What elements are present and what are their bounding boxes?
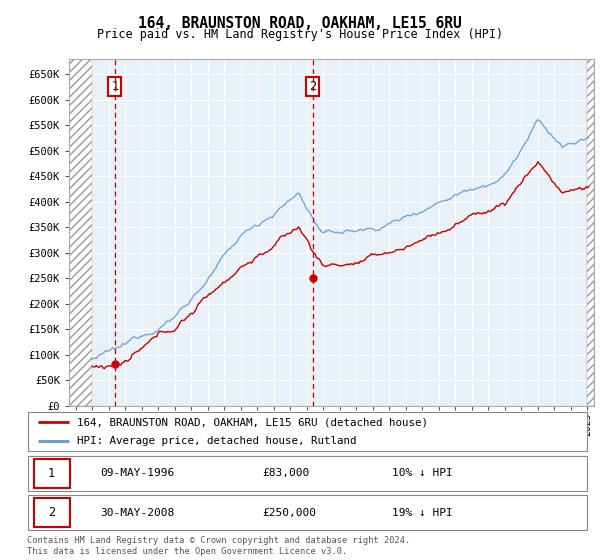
Text: 2: 2 xyxy=(48,506,55,519)
Text: 164, BRAUNSTON ROAD, OAKHAM, LE15 6RU: 164, BRAUNSTON ROAD, OAKHAM, LE15 6RU xyxy=(138,16,462,31)
Text: Contains HM Land Registry data © Crown copyright and database right 2024.
This d: Contains HM Land Registry data © Crown c… xyxy=(27,536,410,556)
FancyBboxPatch shape xyxy=(34,459,70,488)
Text: 1: 1 xyxy=(111,81,118,94)
Text: Price paid vs. HM Land Registry's House Price Index (HPI): Price paid vs. HM Land Registry's House … xyxy=(97,28,503,41)
FancyBboxPatch shape xyxy=(28,412,587,451)
Text: 30-MAY-2008: 30-MAY-2008 xyxy=(100,508,174,517)
FancyBboxPatch shape xyxy=(28,495,587,530)
Text: 1: 1 xyxy=(48,467,55,480)
Text: 19% ↓ HPI: 19% ↓ HPI xyxy=(392,508,452,517)
Text: 2: 2 xyxy=(309,81,316,94)
Bar xyxy=(69,59,92,406)
Bar xyxy=(587,59,594,406)
Text: HPI: Average price, detached house, Rutland: HPI: Average price, detached house, Rutl… xyxy=(77,436,357,446)
Text: 10% ↓ HPI: 10% ↓ HPI xyxy=(392,469,452,478)
FancyBboxPatch shape xyxy=(28,456,587,491)
Text: 164, BRAUNSTON ROAD, OAKHAM, LE15 6RU (detached house): 164, BRAUNSTON ROAD, OAKHAM, LE15 6RU (d… xyxy=(77,418,428,427)
Text: 09-MAY-1996: 09-MAY-1996 xyxy=(100,469,174,478)
Text: £83,000: £83,000 xyxy=(263,469,310,478)
FancyBboxPatch shape xyxy=(34,498,70,528)
Text: £250,000: £250,000 xyxy=(263,508,317,517)
